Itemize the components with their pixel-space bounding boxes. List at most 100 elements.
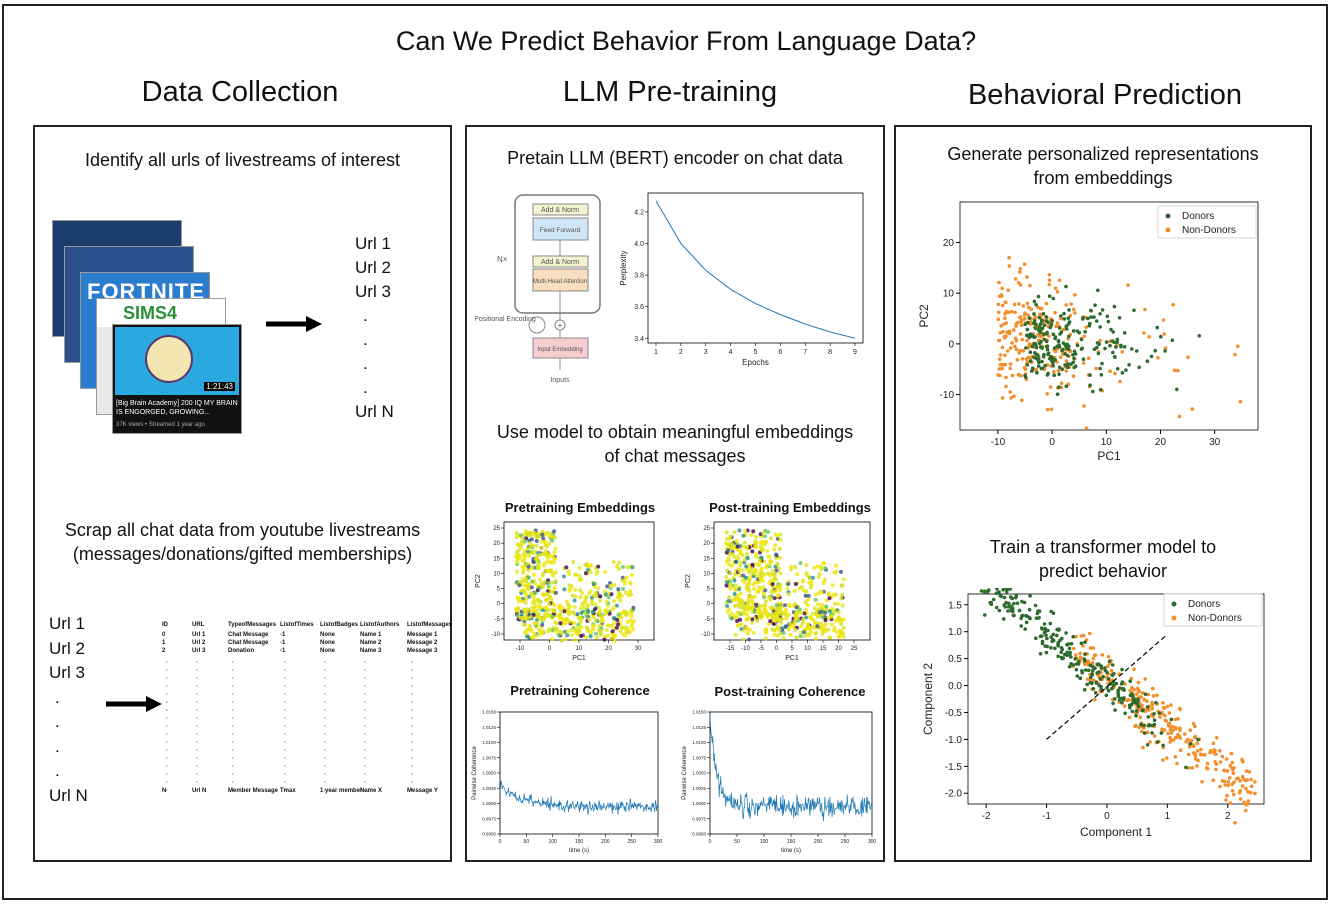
non-donor-point — [1071, 374, 1076, 378]
donor-point — [1114, 345, 1118, 349]
donor-point — [1043, 644, 1047, 648]
donor-point — [1073, 364, 1078, 368]
non-donor-point — [1012, 394, 1016, 398]
embedding-point — [612, 583, 617, 587]
embedding-point — [766, 530, 771, 534]
embedding-point — [802, 611, 807, 616]
non-donor-point — [1039, 306, 1044, 311]
donor-point — [1082, 688, 1087, 692]
donor-point — [1060, 367, 1064, 371]
embedding-point — [584, 614, 589, 619]
donor-point — [1106, 319, 1111, 324]
embedding-point — [573, 587, 578, 592]
y-tick-label: 20 — [943, 238, 955, 249]
non-donor-point — [1074, 634, 1078, 639]
non-donor-point — [1068, 314, 1073, 318]
non-donor-point — [1165, 756, 1169, 760]
x-tick-label: -5 — [758, 646, 764, 652]
donor-point — [1100, 361, 1104, 366]
donor-point — [1093, 303, 1097, 307]
donor-point — [1037, 609, 1042, 613]
donor-point — [1109, 327, 1113, 332]
embedding-point — [750, 549, 755, 554]
donor-point — [1088, 321, 1092, 326]
non-donor-point — [1059, 381, 1064, 385]
non-donor-point — [1091, 656, 1096, 661]
donor-point — [1094, 680, 1099, 684]
donor-point — [1088, 373, 1092, 377]
embedding-point — [603, 608, 608, 613]
embedding-point — [823, 610, 828, 615]
embedding-point — [605, 633, 610, 638]
embedding-point — [587, 617, 592, 622]
embedding-point — [764, 630, 768, 635]
embedding-point — [822, 561, 826, 566]
non-donor-point — [1053, 349, 1058, 354]
embedding-point — [593, 591, 598, 595]
y-tick-label: 1.0100 — [482, 740, 496, 745]
non-donor-point — [1155, 693, 1159, 698]
donor-point — [1071, 634, 1075, 639]
non-donor-point — [1013, 310, 1017, 315]
donor-point — [1112, 340, 1116, 344]
non-donor-point — [1059, 316, 1063, 321]
non-donor-point — [1232, 780, 1236, 784]
donor-point — [1170, 338, 1175, 342]
plot-frame — [967, 593, 1265, 805]
embedding-point — [533, 535, 538, 540]
embedding-point — [573, 638, 578, 643]
embedding-point — [817, 610, 822, 615]
non-donor-point — [1064, 359, 1069, 363]
embedding-point — [797, 586, 802, 591]
embedding-point — [757, 615, 762, 620]
x-tick-label: 9 — [853, 349, 857, 356]
embedding-point — [534, 543, 539, 548]
embedding-point — [567, 588, 572, 593]
donor-point — [1130, 709, 1135, 714]
x-tick-label: 200 — [601, 839, 610, 845]
embedding-point — [741, 637, 746, 642]
embedding-point — [616, 566, 621, 571]
non-donor-point — [1162, 332, 1166, 336]
donor-point — [1095, 345, 1099, 350]
non-donor-point — [1086, 356, 1091, 360]
x-tick-label: 10 — [1101, 437, 1113, 448]
donor-point — [1023, 627, 1027, 631]
non-donor-point — [1156, 355, 1160, 360]
donor-point — [1127, 363, 1131, 367]
add-norm-label: Add & Norm — [541, 207, 579, 214]
donor-point — [1006, 604, 1011, 609]
non-donor-point — [1230, 760, 1235, 765]
non-donor-point — [1215, 735, 1219, 740]
embedding-point — [584, 635, 589, 640]
embedding-point — [631, 619, 636, 624]
embedding-point — [578, 574, 582, 579]
embedding-point — [768, 606, 773, 610]
embedding-point — [630, 565, 635, 570]
embedding-point — [738, 591, 743, 596]
donor-point — [1059, 655, 1064, 660]
embedding-point — [792, 589, 797, 593]
url-item: Url 3 — [49, 663, 85, 682]
donor-point — [1113, 697, 1117, 701]
donor-point — [1113, 708, 1117, 712]
non-donor-point — [1010, 373, 1015, 378]
donor-point — [986, 588, 991, 592]
non-donor-point — [1015, 358, 1020, 362]
donor-point — [1094, 319, 1099, 323]
embedding-point — [794, 635, 799, 640]
y-tick-label: 1.0075 — [482, 755, 496, 760]
embedding-point — [750, 604, 755, 608]
donor-point — [1027, 316, 1032, 320]
embedding-point — [524, 597, 528, 602]
chat-data-table: ID URL TypeofMessages ListofTimes ListofBadg… — [162, 622, 453, 794]
non-donor-point — [1224, 798, 1228, 802]
embedding-point — [592, 623, 597, 628]
embedding-point — [528, 623, 533, 628]
embedding-point — [764, 609, 768, 614]
embedding-point — [840, 603, 845, 608]
embedding-point — [629, 573, 634, 577]
legend-nondonor-marker — [1171, 615, 1177, 621]
panel-data-collection — [33, 125, 452, 862]
donor-point — [1155, 325, 1159, 330]
